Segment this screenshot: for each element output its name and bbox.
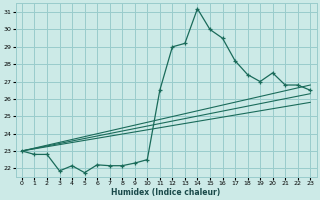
X-axis label: Humidex (Indice chaleur): Humidex (Indice chaleur) xyxy=(111,188,221,197)
